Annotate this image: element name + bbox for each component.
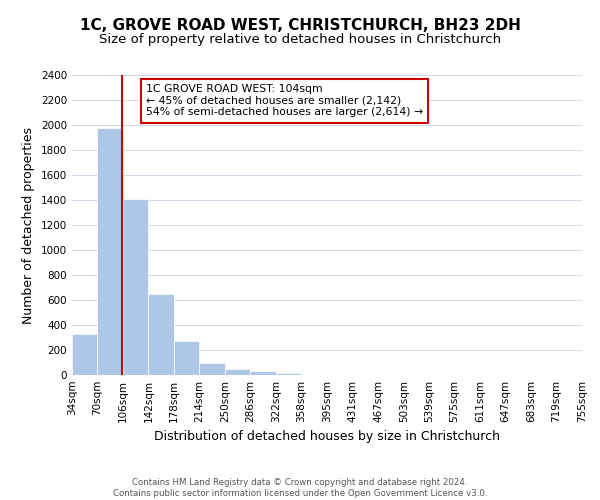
Text: Size of property relative to detached houses in Christchurch: Size of property relative to detached ho… bbox=[99, 32, 501, 46]
Text: Contains HM Land Registry data © Crown copyright and database right 2024.
Contai: Contains HM Land Registry data © Crown c… bbox=[113, 478, 487, 498]
Bar bbox=[174, 340, 199, 375]
Bar bbox=[97, 128, 123, 375]
Text: 1C GROVE ROAD WEST: 104sqm
← 45% of detached houses are smaller (2,142)
54% of s: 1C GROVE ROAD WEST: 104sqm ← 45% of deta… bbox=[146, 84, 423, 117]
Y-axis label: Number of detached properties: Number of detached properties bbox=[22, 126, 35, 324]
Text: 1C, GROVE ROAD WEST, CHRISTCHURCH, BH23 2DH: 1C, GROVE ROAD WEST, CHRISTCHURCH, BH23 … bbox=[80, 18, 520, 32]
Bar bbox=[72, 334, 97, 375]
Bar bbox=[276, 372, 301, 375]
Bar bbox=[250, 371, 276, 375]
Bar bbox=[148, 294, 174, 375]
X-axis label: Distribution of detached houses by size in Christchurch: Distribution of detached houses by size … bbox=[154, 430, 500, 444]
Bar bbox=[123, 198, 148, 375]
Bar bbox=[199, 362, 225, 375]
Bar bbox=[225, 370, 250, 375]
